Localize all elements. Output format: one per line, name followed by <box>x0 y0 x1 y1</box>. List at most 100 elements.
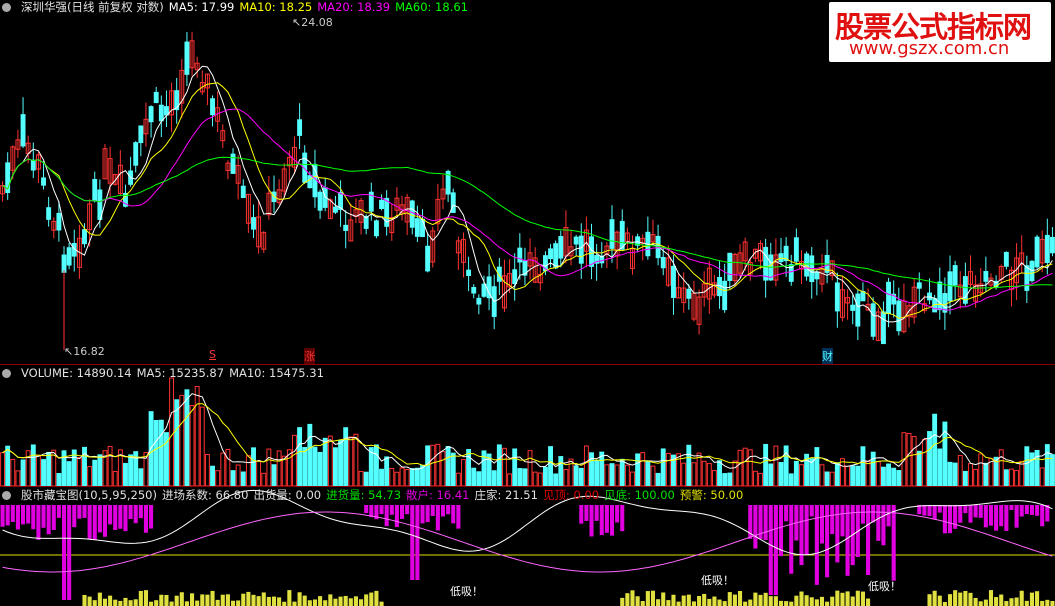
indicator-bar <box>31 505 36 530</box>
indicator-bar <box>425 505 430 523</box>
volume-bar <box>911 436 917 486</box>
yellow-bar <box>1035 591 1040 606</box>
volume-bar <box>379 468 384 486</box>
ma5-line <box>2 65 1053 323</box>
volume-bar <box>589 452 594 486</box>
volume-bar <box>1029 452 1035 486</box>
price-panel[interactable]: 深圳华强(日线 前复权 对数) MA5: 17.99 MA10: 18.25 MA20… <box>0 0 1055 365</box>
volume-bar <box>343 427 349 486</box>
indicator-panel[interactable]: 股市藏宝图(10,5,95,250) 进场系数: 66.80 出货量: 0.00 进货… <box>0 487 1055 606</box>
yellow-bar <box>983 599 988 606</box>
volume-bar <box>1024 446 1030 486</box>
volume-bar <box>496 444 502 486</box>
volume-bar <box>932 413 938 486</box>
volume-bar <box>614 464 620 486</box>
candlestick-chart[interactable] <box>0 0 1055 365</box>
yellow-bar <box>364 594 369 606</box>
volume-bar <box>41 459 46 486</box>
volume-bar <box>968 463 973 486</box>
candle-body <box>512 269 518 285</box>
volume-bar <box>368 447 374 486</box>
yellow-bar <box>282 601 287 606</box>
indicator-chart[interactable] <box>0 487 1055 606</box>
volume-bar <box>1014 470 1020 486</box>
indicator-bar <box>784 505 789 522</box>
ma20-line <box>2 108 1053 311</box>
indicator-item: 见顶: 0.00 <box>542 488 600 502</box>
panel-menu-icon[interactable] <box>2 366 16 380</box>
yellow-bar <box>236 600 241 606</box>
panel-menu-icon[interactable] <box>2 488 16 502</box>
marker-cai[interactable]: 财 <box>822 348 833 364</box>
candle-body <box>476 297 482 305</box>
indicator-bar <box>927 505 932 517</box>
candle-body <box>112 174 118 185</box>
indicator-item: 进场系数: 66.80 <box>161 488 249 502</box>
volume-ma5: MA5: 15235.87 <box>136 366 225 380</box>
indicator-item: 预警: 50.00 <box>679 488 744 502</box>
indicator-name: 股市藏宝图(10,5,95,250) <box>21 488 157 502</box>
indicator-bar <box>1029 505 1035 515</box>
volume-bar <box>578 467 584 486</box>
volume-bar <box>773 445 779 486</box>
candle-body <box>153 91 159 104</box>
indicator-bar <box>138 505 143 519</box>
volume-bar <box>210 465 215 486</box>
indicator-bar <box>149 505 154 529</box>
candle-body <box>1044 234 1050 263</box>
volume-bar <box>445 446 451 486</box>
volume-bar <box>491 470 497 486</box>
indicator-bar <box>845 505 850 576</box>
yellow-bar <box>1014 597 1019 606</box>
volume-bar <box>942 421 948 486</box>
yellow-bar <box>113 599 118 606</box>
indicator-bar <box>399 505 405 519</box>
indicator-bar <box>840 505 845 537</box>
yellow-bar <box>261 592 266 606</box>
high-price-label: ↖24.08 <box>292 16 333 29</box>
candle-body <box>373 220 379 237</box>
candle-body <box>169 90 175 116</box>
marker-s[interactable]: S <box>209 348 216 361</box>
volume-bar <box>455 472 461 486</box>
volume-bar <box>317 451 323 486</box>
indicator-bar <box>369 505 374 518</box>
indicator-bar <box>835 505 840 563</box>
candle-body <box>343 224 349 231</box>
separator <box>0 364 1055 365</box>
yellow-bar <box>149 601 154 606</box>
candle-body <box>973 284 979 302</box>
volume-bar <box>558 456 564 486</box>
volume-bar <box>107 445 113 486</box>
yellow-bar <box>133 599 138 606</box>
indicator-bar <box>886 505 891 527</box>
yellow-bar <box>87 596 92 606</box>
candle-body <box>461 239 466 263</box>
marker-zhang[interactable]: 涨 <box>304 348 315 364</box>
volume-bar <box>225 449 231 486</box>
volume-bar <box>875 461 881 486</box>
candle-body <box>968 271 973 285</box>
yellow-bar <box>866 598 871 606</box>
volume-bar <box>752 470 758 486</box>
panel-menu-icon[interactable] <box>2 0 16 14</box>
volume-bar <box>691 462 697 486</box>
volume-bar <box>650 465 656 486</box>
volume-bar <box>732 460 738 486</box>
candle-body <box>952 265 958 286</box>
volume-chart[interactable] <box>0 365 1055 486</box>
volume-bar <box>594 460 600 486</box>
yellow-bar <box>82 594 87 606</box>
volume-bar <box>829 471 835 486</box>
candle-body <box>1003 251 1009 267</box>
volume-bar <box>245 455 251 486</box>
candle-body <box>384 197 390 227</box>
volume-bar <box>880 466 886 486</box>
indicator-bar <box>113 505 118 530</box>
indicator-bar <box>958 505 963 523</box>
volume-panel[interactable]: VOLUME: 14890.14 MA5: 15235.87 MA10: 15475… <box>0 365 1055 486</box>
yellow-bar <box>302 595 307 606</box>
candle-body <box>589 236 594 267</box>
volume-bar <box>886 463 892 486</box>
yellow-bar <box>138 590 143 606</box>
